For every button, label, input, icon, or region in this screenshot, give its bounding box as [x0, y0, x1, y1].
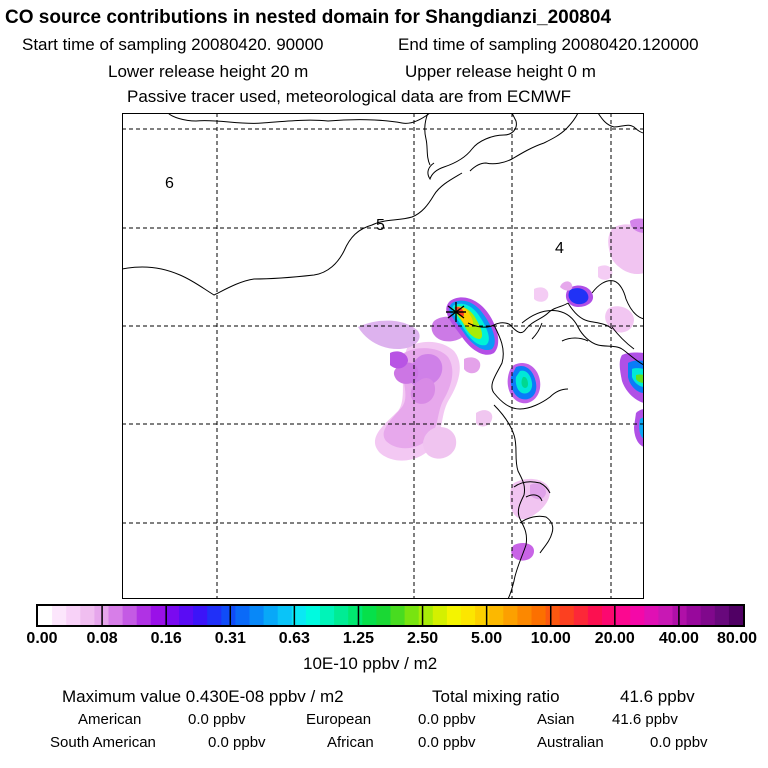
colorbar-cell — [291, 606, 307, 625]
region-label-4: 4 — [555, 240, 564, 257]
upper-release-label: Upper release height 0 m — [405, 62, 596, 81]
colorbar-cell — [376, 606, 392, 625]
colorbar-cell — [122, 606, 138, 625]
plume-coastal-hotspot — [507, 362, 541, 404]
region-african-value: 0.0 ppbv — [418, 734, 476, 751]
colorbar-tick-label: 0.63 — [278, 630, 310, 647]
colorbar-cell — [658, 606, 674, 625]
colorbar-tick-label: 40.00 — [658, 630, 699, 647]
colorbar-cell — [362, 606, 377, 625]
colorbar-tick-label: 0.16 — [150, 630, 182, 647]
lower-release-label: Lower release height 20 m — [108, 62, 309, 81]
colorbar-cell — [164, 606, 180, 625]
colorbar-cell — [573, 606, 589, 625]
colorbar-cell — [66, 606, 81, 625]
colorbar-cell — [446, 606, 462, 625]
plume-north-spot — [560, 281, 594, 307]
colorbar-cell — [503, 606, 518, 625]
contribution-map: 6 5 4 — [122, 113, 644, 599]
colorbar-cell — [221, 606, 236, 625]
tracer-note: Passive tracer used, meteorological data… — [127, 87, 572, 106]
colorbar-cell — [52, 606, 67, 625]
colorbar-cell — [432, 606, 448, 625]
colorbar-cell — [150, 606, 166, 625]
colorbar-cell — [517, 606, 533, 625]
region-african-label: African — [327, 734, 374, 751]
source-station-marker — [446, 302, 466, 322]
region-american-label: American — [78, 711, 142, 728]
colorbar-cell — [263, 606, 279, 625]
colorbar-tick-label: 2.50 — [406, 630, 439, 647]
colorbar-tick-label: 0.00 — [26, 630, 58, 647]
region-asian-label: Asian — [537, 711, 575, 728]
colorbar-cell — [193, 606, 208, 625]
region-australian-value: 0.0 ppbv — [650, 734, 708, 751]
colorbar-cell — [559, 606, 575, 625]
colorbar-tick-label: 80.00 — [716, 630, 758, 647]
colorbar-cell — [644, 606, 659, 625]
colorbar-cell — [475, 606, 490, 625]
colorbar-cell — [390, 606, 406, 625]
colorbar-cell — [531, 606, 547, 625]
colorbar-cell — [686, 606, 702, 625]
region-south-american-label: South American — [50, 734, 156, 751]
colorbar-cell — [80, 606, 95, 625]
region-label-5: 5 — [376, 217, 385, 234]
max-value-label: Maximum value 0.430E-08 ppbv / m2 — [62, 687, 344, 706]
plot-title: CO source contributions in nested domain… — [5, 7, 612, 28]
colorbar-cell — [136, 606, 152, 625]
colorbar-cell — [108, 606, 124, 625]
colorbar-cell — [545, 606, 561, 625]
plume-light-west — [358, 316, 493, 461]
colorbar-cell — [616, 606, 631, 625]
colorbar-cell — [602, 606, 617, 625]
colorbar-cell — [320, 606, 335, 625]
colorbar — [36, 604, 745, 627]
colorbar-cell — [207, 606, 222, 625]
colorbar-cell — [418, 606, 434, 625]
lat-lon-grid — [122, 113, 644, 599]
colorbar-tick-label: 5.00 — [471, 630, 503, 647]
colorbar-cell — [334, 606, 349, 625]
colorbar-cell — [305, 606, 321, 625]
colorbar-cell — [348, 606, 363, 625]
region-asian-value: 41.6 ppbv — [612, 711, 678, 728]
colorbar-tick-label: 1.25 — [342, 630, 375, 647]
region-label-6: 6 — [165, 175, 174, 192]
colorbar-tick-label: 0.08 — [86, 630, 118, 647]
total-mixing-label: Total mixing ratio — [432, 687, 560, 706]
region-european-label: European — [306, 711, 372, 728]
colorbar-tick-label: 0.31 — [214, 630, 246, 647]
colorbar-cell — [489, 606, 504, 625]
colorbar-cell — [714, 606, 730, 625]
start-time-label: Start time of sampling 20080420. 90000 — [22, 35, 324, 54]
plume-east-edge — [534, 218, 644, 447]
colorbar-cell — [277, 606, 293, 625]
colorbar-tick-label: 10.00 — [530, 630, 571, 647]
colorbar-cell — [728, 606, 744, 625]
colorbar-cell — [700, 606, 716, 625]
colorbar-cell — [587, 606, 603, 625]
colorbar-cell — [235, 606, 251, 625]
colorbar-tick-label: 20.00 — [594, 630, 635, 647]
region-american-value: 0.0 ppbv — [188, 711, 246, 728]
region-south-american-value: 0.0 ppbv — [208, 734, 266, 751]
colorbar-unit: 10E-10 ppbv / m2 — [303, 654, 438, 673]
colorbar-cell — [179, 606, 194, 625]
colorbar-cell — [461, 606, 476, 625]
colorbar-cell — [630, 606, 645, 625]
colorbar-cell — [672, 606, 688, 625]
colorbar-cell — [249, 606, 265, 625]
region-australian-label: Australian — [537, 734, 604, 751]
region-european-value: 0.0 ppbv — [418, 711, 476, 728]
total-mixing-value: 41.6 ppbv — [620, 687, 695, 706]
map-frame — [122, 113, 644, 599]
colorbar-cell — [38, 606, 53, 625]
colorbar-cell — [404, 606, 420, 625]
end-time-label: End time of sampling 20080420.120000 — [398, 35, 699, 54]
coastlines — [122, 113, 644, 599]
